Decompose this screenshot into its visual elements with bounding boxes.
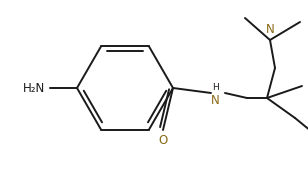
Text: N: N: [211, 94, 220, 107]
Text: H: H: [212, 83, 219, 92]
Text: O: O: [158, 134, 168, 146]
Text: N: N: [265, 23, 274, 36]
Text: H₂N: H₂N: [23, 82, 45, 95]
